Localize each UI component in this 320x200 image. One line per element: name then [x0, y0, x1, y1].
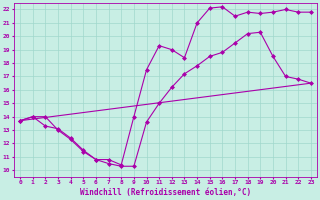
X-axis label: Windchill (Refroidissement éolien,°C): Windchill (Refroidissement éolien,°C) — [80, 188, 251, 197]
